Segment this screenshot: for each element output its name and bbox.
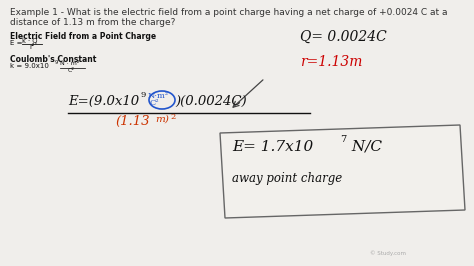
Text: C²: C² (150, 99, 160, 107)
Text: k = 9.0x10: k = 9.0x10 (10, 63, 49, 69)
Text: N·m²: N·m² (148, 92, 169, 100)
Text: Electric Field from a Point Charge: Electric Field from a Point Charge (10, 32, 156, 41)
Text: away point charge: away point charge (232, 172, 342, 185)
Text: E= 1.7x10: E= 1.7x10 (232, 140, 313, 154)
Text: 9: 9 (141, 91, 146, 99)
Text: m): m) (155, 115, 169, 124)
Text: © Study.com: © Study.com (370, 250, 406, 256)
Text: Example 1 - What is the electric field from a point charge having a net charge o: Example 1 - What is the electric field f… (10, 8, 447, 17)
Text: Coulomb's Constant: Coulomb's Constant (10, 55, 96, 64)
Text: E =: E = (10, 40, 22, 46)
Text: )(0.0024C): )(0.0024C) (175, 95, 246, 108)
Polygon shape (220, 125, 465, 218)
Text: k · Q: k · Q (22, 38, 37, 44)
Text: E=(9.0x10: E=(9.0x10 (68, 95, 139, 108)
Text: 9: 9 (55, 60, 58, 65)
Text: N · m²: N · m² (60, 61, 79, 66)
Text: (1.13: (1.13 (115, 115, 149, 128)
Text: 7: 7 (340, 135, 346, 144)
Text: N/C: N/C (347, 140, 382, 154)
Text: distance of 1.13 m from the charge?: distance of 1.13 m from the charge? (10, 18, 175, 27)
Text: C²: C² (68, 68, 75, 73)
Text: 2: 2 (170, 113, 175, 121)
Text: r=1.13m: r=1.13m (300, 55, 363, 69)
Text: r²: r² (29, 44, 35, 50)
Text: Q= 0.0024C: Q= 0.0024C (300, 30, 387, 44)
